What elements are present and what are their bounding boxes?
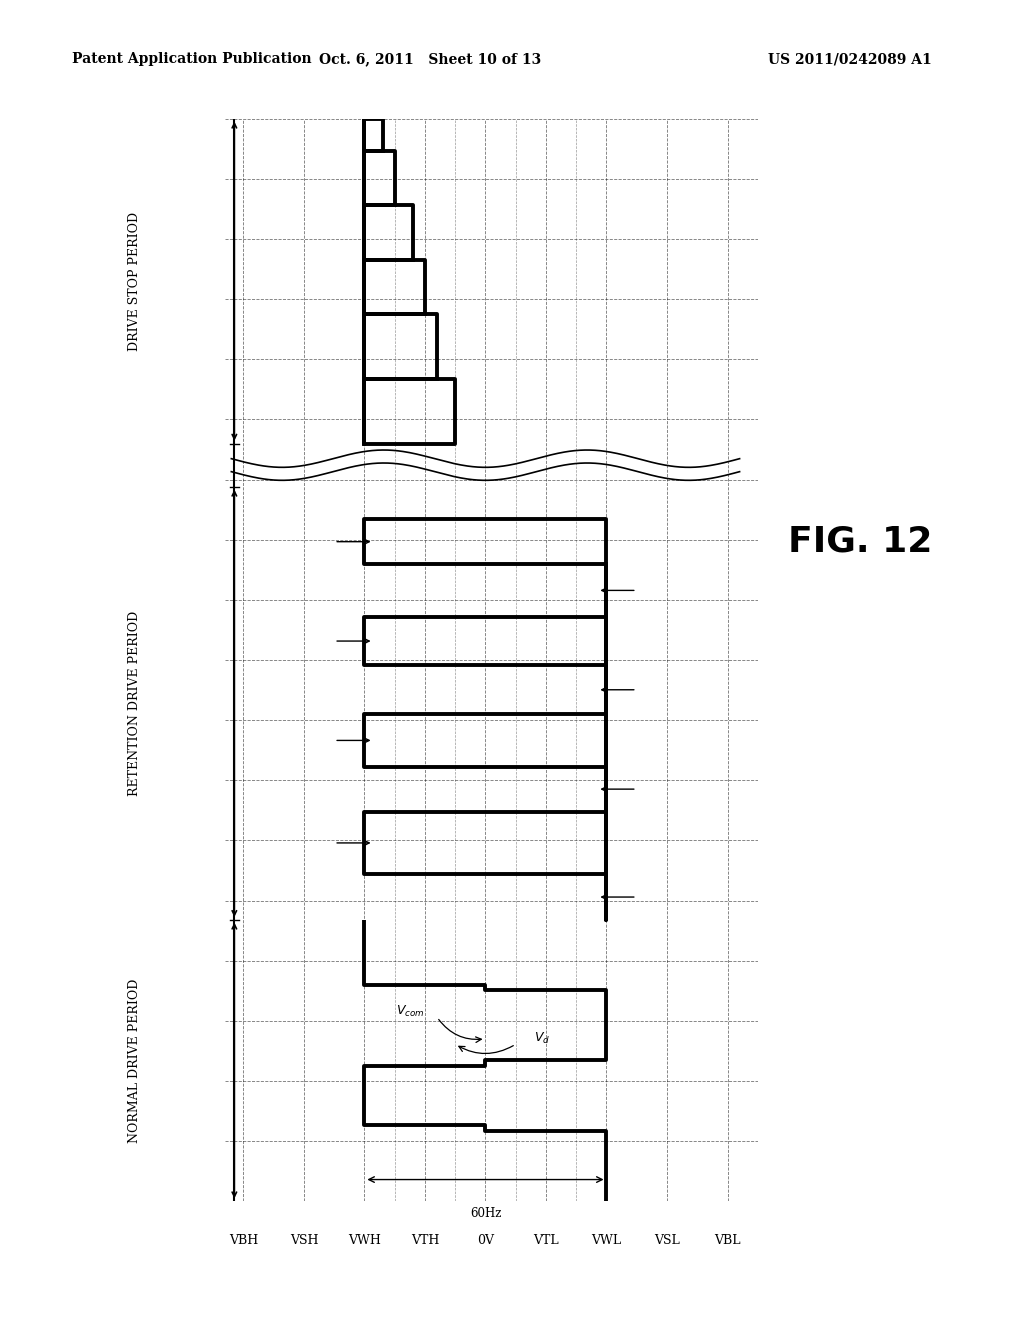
Text: VBL: VBL [715, 1234, 740, 1246]
Text: US 2011/0242089 A1: US 2011/0242089 A1 [768, 53, 932, 66]
Text: VTH: VTH [411, 1234, 439, 1246]
Text: VWH: VWH [348, 1234, 381, 1246]
Text: $V_{com}$: $V_{com}$ [396, 1005, 425, 1019]
Text: VWL: VWL [592, 1234, 622, 1246]
Text: $V_d$: $V_d$ [534, 1031, 550, 1047]
Text: Oct. 6, 2011   Sheet 10 of 13: Oct. 6, 2011 Sheet 10 of 13 [318, 53, 542, 66]
Text: 0V: 0V [477, 1234, 494, 1246]
Text: VBH: VBH [228, 1234, 258, 1246]
Text: NORMAL DRIVE PERIOD: NORMAL DRIVE PERIOD [128, 978, 141, 1143]
Text: VSL: VSL [654, 1234, 680, 1246]
Text: DRIVE STOP PERIOD: DRIVE STOP PERIOD [128, 211, 141, 351]
Text: RETENTION DRIVE PERIOD: RETENTION DRIVE PERIOD [128, 611, 141, 796]
Text: Patent Application Publication: Patent Application Publication [72, 53, 311, 66]
Text: FIG. 12: FIG. 12 [788, 524, 932, 558]
Text: 60Hz: 60Hz [470, 1206, 501, 1220]
Text: VTL: VTL [534, 1234, 559, 1246]
Text: VSH: VSH [290, 1234, 318, 1246]
